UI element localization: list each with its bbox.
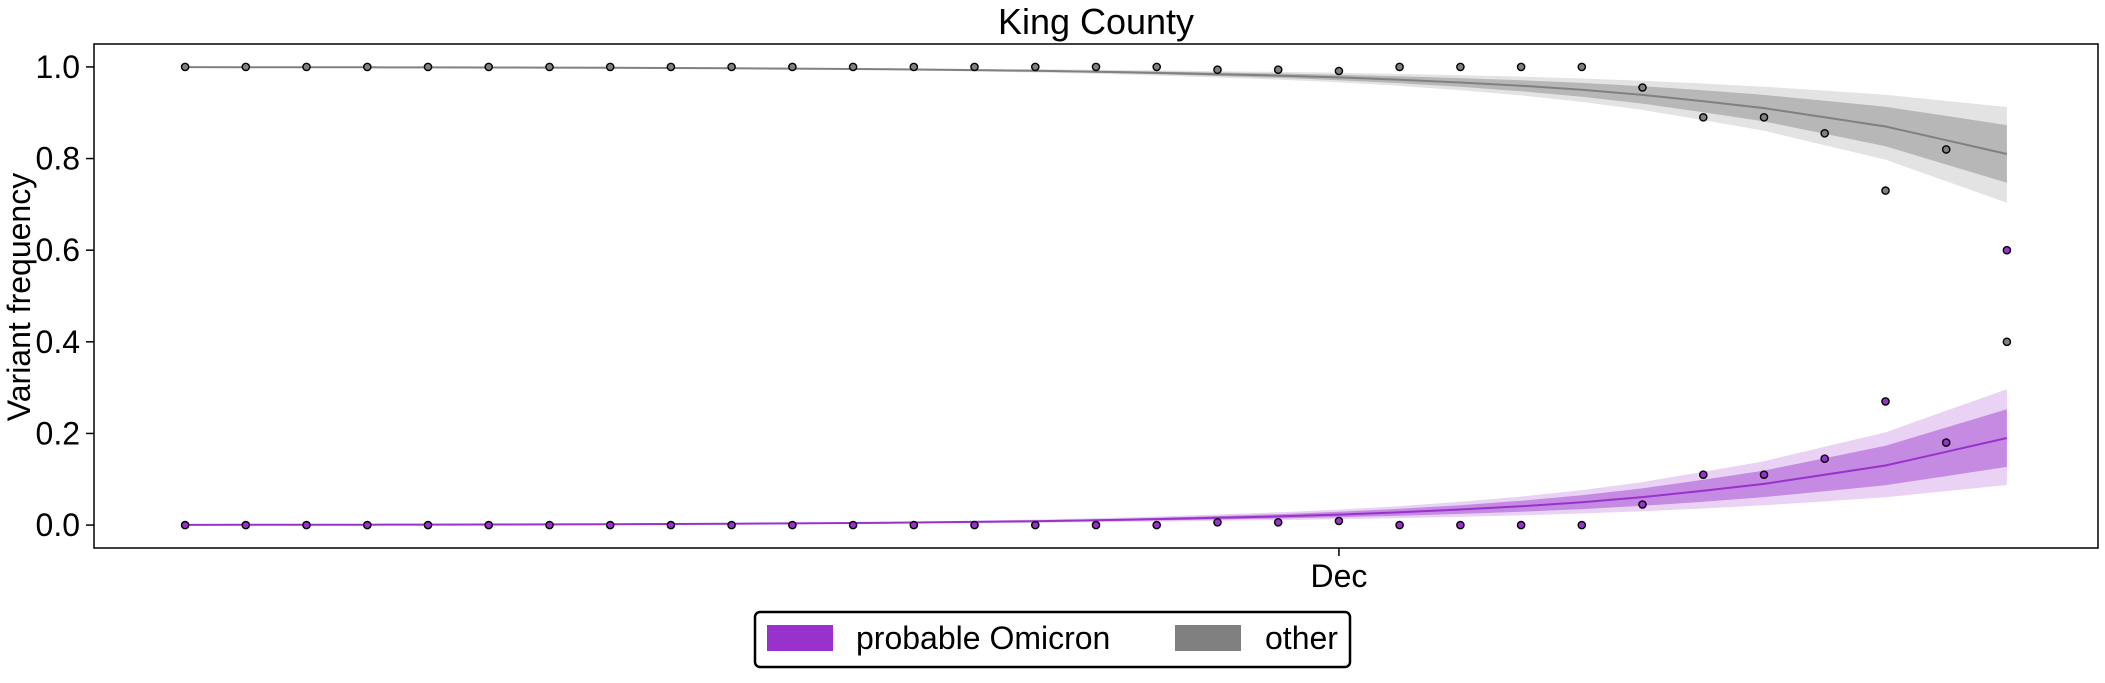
data-point-probable-omicron xyxy=(1881,397,1890,406)
data-point-other xyxy=(1031,62,1040,72)
legend-label-other: other xyxy=(1265,620,1338,656)
y-tick-label: 1.0 xyxy=(36,49,80,85)
data-point-probable-omicron xyxy=(1759,470,1769,480)
chart-title: King County xyxy=(998,1,1194,42)
legend-swatch-omicron xyxy=(767,625,833,651)
axes-frame xyxy=(93,43,2099,549)
x-axis-ticks: Dec xyxy=(1310,548,1367,594)
data-point-other xyxy=(1759,113,1769,122)
data-point-probable-omicron xyxy=(1516,520,1526,530)
legend: probable Omicron other xyxy=(753,610,1352,669)
data-point-other xyxy=(1516,62,1526,72)
data-point-other xyxy=(970,62,979,72)
data-point-probable-omicron xyxy=(848,520,858,530)
data-point-probable-omicron xyxy=(1091,520,1101,530)
y-tick-label: 0.8 xyxy=(36,141,80,177)
data-point-other xyxy=(241,62,251,72)
data-point-other xyxy=(2002,337,2012,347)
data-point-probable-omicron xyxy=(180,520,190,530)
legend-label-omicron: probable Omicron xyxy=(856,620,1110,656)
data-point-other xyxy=(1091,62,1101,72)
data-point-probable-omicron xyxy=(1152,520,1161,530)
data-point-probable-omicron xyxy=(302,520,311,530)
data-point-other xyxy=(1395,62,1404,72)
data-point-other xyxy=(1213,65,1222,74)
data-point-probable-omicron xyxy=(1577,520,1587,530)
data-point-other xyxy=(302,62,311,72)
legend-swatch-other xyxy=(1175,625,1241,651)
x-tick-label: Dec xyxy=(1310,558,1367,594)
data-point-other xyxy=(1941,145,1951,154)
data-point-other xyxy=(1152,62,1161,72)
data-point-other xyxy=(545,62,554,72)
data-point-probable-omicron xyxy=(1334,516,1344,526)
y-axis-ticks: 0.0 0.2 0.4 0.6 0.8 1.0 xyxy=(36,49,94,543)
data-point-probable-omicron xyxy=(1456,520,1465,530)
data-point-other xyxy=(484,62,494,72)
data-point-probable-omicron xyxy=(909,520,919,530)
data-point-other xyxy=(1699,113,1708,122)
data-point-other xyxy=(1638,83,1647,92)
data-point-other xyxy=(1456,62,1465,72)
data-point-probable-omicron xyxy=(545,520,554,530)
data-point-probable-omicron xyxy=(727,520,736,530)
data-point-probable-omicron xyxy=(1638,500,1647,509)
plot-area xyxy=(180,62,2012,530)
data-point-other xyxy=(1334,66,1344,76)
data-point-probable-omicron xyxy=(1820,454,1829,464)
data-point-probable-omicron xyxy=(666,520,676,530)
data-point-other xyxy=(1273,65,1283,74)
data-point-other xyxy=(605,62,615,72)
data-point-other xyxy=(727,62,736,72)
data-point-other xyxy=(362,62,372,72)
data-point-other xyxy=(1881,186,1890,195)
ci-band-outer-other xyxy=(185,67,2007,203)
data-point-probable-omicron xyxy=(1031,520,1040,530)
y-tick-label: 0.0 xyxy=(36,507,80,543)
y-tick-label: 0.2 xyxy=(36,415,80,451)
y-tick-label: 0.6 xyxy=(36,232,80,268)
data-point-probable-omicron xyxy=(423,520,433,530)
data-point-probable-omicron xyxy=(1395,520,1404,530)
data-point-probable-omicron xyxy=(605,520,615,530)
data-point-probable-omicron xyxy=(362,520,372,530)
data-point-other xyxy=(666,62,676,72)
y-axis-label: Variant frequency xyxy=(1,173,37,421)
data-point-other xyxy=(423,62,433,72)
data-point-probable-omicron xyxy=(1213,518,1222,527)
ci-band-outer-probable-omicron xyxy=(185,389,2007,525)
data-point-other xyxy=(1577,62,1587,72)
data-point-other xyxy=(909,62,919,72)
data-point-probable-omicron xyxy=(970,520,979,530)
data-point-probable-omicron xyxy=(241,520,251,530)
data-point-other xyxy=(180,62,190,72)
data-point-probable-omicron xyxy=(2002,245,2012,255)
data-point-other xyxy=(848,62,858,72)
data-point-probable-omicron xyxy=(1941,438,1951,447)
y-tick-label: 0.4 xyxy=(36,324,80,360)
data-point-probable-omicron xyxy=(1699,470,1708,480)
data-point-probable-omicron xyxy=(1273,518,1283,527)
data-point-other xyxy=(1820,128,1829,138)
data-point-probable-omicron xyxy=(484,520,494,530)
data-point-probable-omicron xyxy=(788,520,797,530)
data-point-other xyxy=(788,62,797,72)
